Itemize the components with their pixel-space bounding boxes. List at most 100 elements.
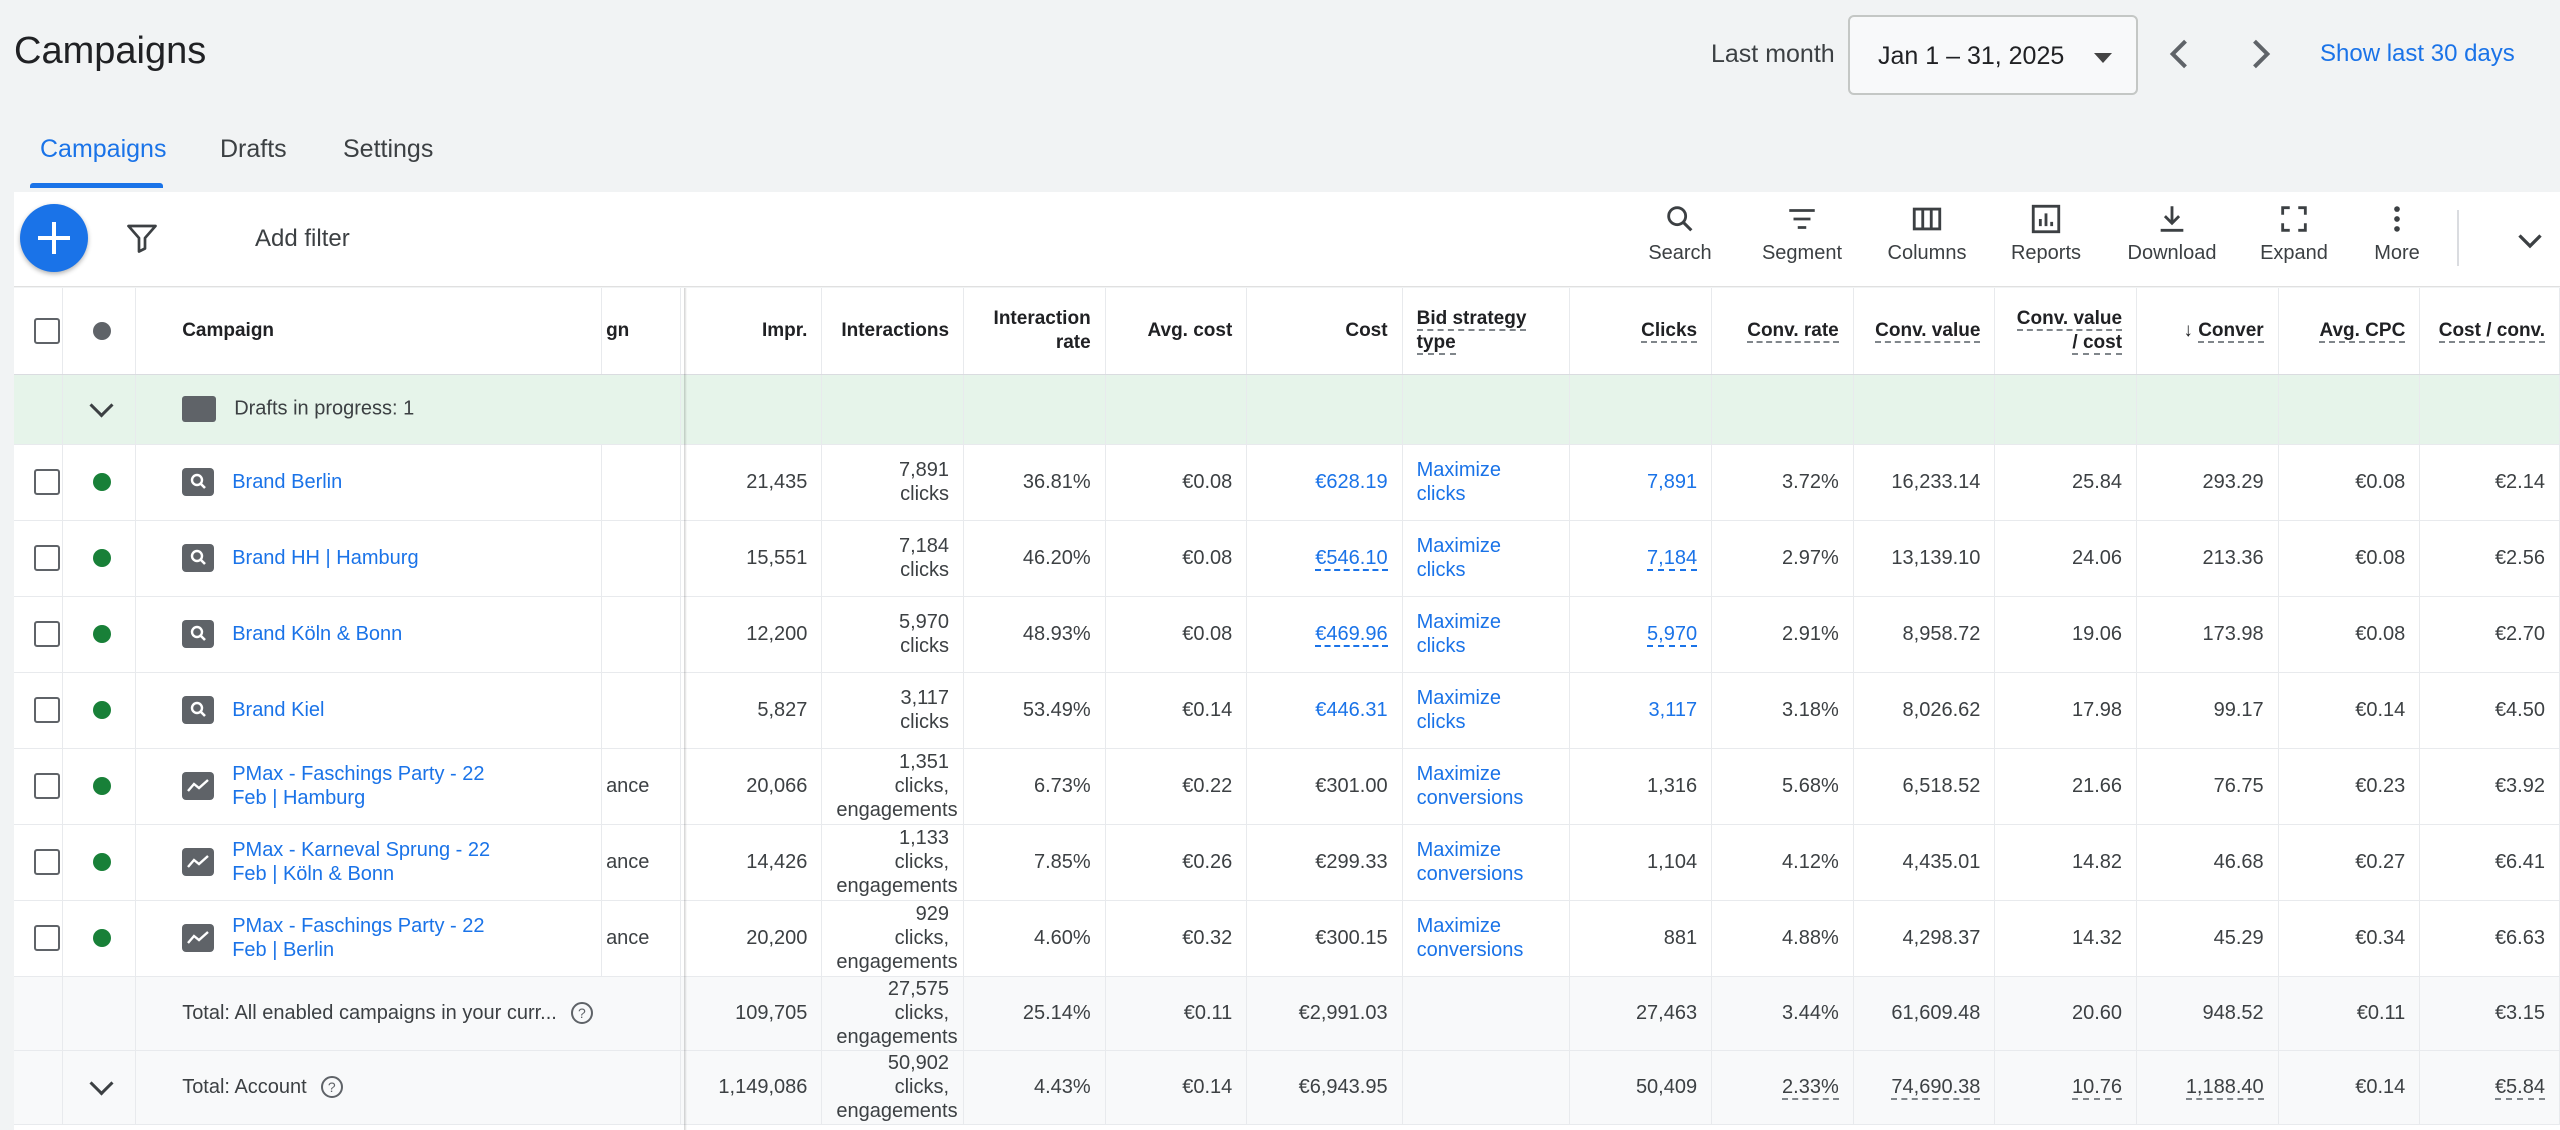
table-row[interactable]: Brand HH | Hamburg 15,551 7,184 clicks 46.20…: [14, 520, 2560, 597]
campaign-name-link[interactable]: PMax - Faschings Party - 22 Feb | Berlin: [232, 915, 485, 961]
cost-cell[interactable]: €300.15: [1246, 900, 1403, 977]
select-all-checkbox-cell[interactable]: [14, 288, 63, 375]
date-range-picker[interactable]: Jan 1 – 31, 2025: [1848, 15, 2138, 95]
status-enabled-dot[interactable]: [92, 701, 111, 720]
bid-strategy-cell[interactable]: Maximize clicks: [1402, 520, 1571, 597]
expand-button[interactable]: Expand: [2239, 202, 2349, 278]
conv-rate-column-header[interactable]: Conv. rate: [1711, 288, 1854, 375]
chevron-left-icon[interactable]: [2158, 32, 2202, 76]
status-enabled-dot[interactable]: [92, 473, 111, 492]
cost-cell[interactable]: €628.19: [1246, 444, 1403, 521]
bid-strategy-cell[interactable]: Maximize clicks: [1402, 596, 1571, 673]
campaign-name-cell[interactable]: PMax - Karneval Sprung - 22 Feb | Köln &…: [135, 824, 603, 901]
chevron-down-icon[interactable]: [2512, 222, 2548, 258]
clicks-cell[interactable]: 7,891: [1569, 444, 1713, 521]
interaction-rate-column-header[interactable]: Interaction rate: [963, 288, 1106, 375]
cost-cell[interactable]: €446.31: [1246, 672, 1403, 749]
total-expand-cell[interactable]: [62, 1050, 137, 1125]
row-checkbox-cell[interactable]: [14, 900, 63, 977]
campaign-name-cell[interactable]: Brand Kiel: [135, 672, 603, 749]
conv-value-cost-column-header[interactable]: Conv. value / cost: [1994, 288, 2138, 375]
campaign-name-link[interactable]: Brand HH | Hamburg: [232, 547, 419, 569]
avg-cost-column-header[interactable]: Avg. cost: [1105, 288, 1248, 375]
status-cell[interactable]: [62, 672, 137, 749]
campaign-name-cell[interactable]: PMax - Faschings Party - 22 Feb | Hambur…: [135, 748, 603, 825]
add-filter-input[interactable]: Add filter: [255, 225, 350, 252]
table-row[interactable]: PMax - Karneval Sprung - 22 Feb | Köln &…: [14, 824, 2560, 901]
cost-cell[interactable]: €469.96: [1246, 596, 1403, 673]
select-all-checkbox[interactable]: [34, 317, 60, 344]
search-button[interactable]: Search: [1625, 202, 1735, 278]
status-enabled-dot[interactable]: [92, 777, 111, 796]
table-row[interactable]: PMax - Faschings Party - 22 Feb | Berlin…: [14, 900, 2560, 977]
row-checkbox[interactable]: [34, 925, 60, 951]
status-column-header[interactable]: [62, 288, 137, 375]
status-cell[interactable]: [62, 444, 137, 521]
campaign-name-link[interactable]: Brand Köln & Bonn: [232, 623, 403, 645]
row-checkbox[interactable]: [34, 469, 60, 495]
campaign-name-cell[interactable]: PMax - Faschings Party - 22 Feb | Berlin: [135, 900, 603, 977]
segment-button[interactable]: Segment: [1747, 202, 1857, 278]
bid-strategy-cell[interactable]: Maximize conversions: [1402, 900, 1571, 977]
cost-cell[interactable]: €546.10: [1246, 520, 1403, 597]
status-cell[interactable]: [62, 596, 137, 673]
bid-strategy-cell[interactable]: Maximize clicks: [1402, 672, 1571, 749]
bid-strategy-cell[interactable]: Maximize clicks: [1402, 444, 1571, 521]
chevron-down-icon[interactable]: [89, 393, 114, 418]
interactions-column-header[interactable]: Interactions: [821, 288, 965, 375]
clicks-column-header[interactable]: Clicks: [1569, 288, 1713, 375]
table-row[interactable]: Brand Köln & Bonn 12,200 5,970 clicks 48.93%…: [14, 596, 2560, 673]
bid-strategy-cell[interactable]: Maximize conversions: [1402, 824, 1571, 901]
filter-icon[interactable]: [124, 220, 160, 256]
conv-value-column-header[interactable]: Conv. value: [1853, 288, 1996, 375]
table-row[interactable]: Brand Kiel 5,827 3,117 clicks 53.49% €0.14 €44…: [14, 672, 2560, 749]
status-enabled-dot[interactable]: [92, 853, 111, 872]
row-checkbox-cell[interactable]: [14, 824, 63, 901]
cost-cell[interactable]: €299.33: [1246, 824, 1403, 901]
campaign-column-header[interactable]: Campaign: [135, 288, 603, 375]
columns-button[interactable]: Columns: [1872, 202, 1982, 278]
campaign-name-cell[interactable]: Brand Köln & Bonn: [135, 596, 603, 673]
campaign-name-cell[interactable]: Brand Berlin: [135, 444, 603, 521]
status-enabled-dot[interactable]: [92, 549, 111, 568]
impr-column-header[interactable]: Impr.: [680, 288, 823, 375]
bid-strategy-cell[interactable]: Maximize conversions: [1402, 748, 1571, 825]
table-row[interactable]: Brand Berlin 21,435 7,891 clicks 36.81% €0.08…: [14, 444, 2560, 521]
row-checkbox-cell[interactable]: [14, 672, 63, 749]
avg-cpc-column-header[interactable]: Avg. CPC: [2278, 288, 2421, 375]
campaign-name-link[interactable]: Brand Berlin: [232, 471, 343, 493]
more-button[interactable]: More: [2342, 202, 2452, 278]
help-icon[interactable]: ?: [320, 1076, 343, 1099]
status-cell[interactable]: [62, 748, 137, 825]
conversions-column-header[interactable]: ↓ Conver: [2136, 288, 2279, 375]
tab-drafts[interactable]: Drafts: [220, 135, 287, 163]
status-enabled-dot[interactable]: [92, 625, 111, 644]
bid-strategy-column-header[interactable]: Bid strategy type: [1402, 288, 1571, 375]
clicks-cell[interactable]: 5,970: [1569, 596, 1713, 673]
cost-column-header[interactable]: Cost: [1246, 288, 1403, 375]
clicks-cell[interactable]: 7,184: [1569, 520, 1713, 597]
table-row[interactable]: PMax - Faschings Party - 22 Feb | Hambur…: [14, 748, 2560, 825]
row-checkbox[interactable]: [34, 849, 60, 875]
campaign-name-link[interactable]: PMax - Karneval Sprung - 22 Feb | Köln &…: [232, 839, 491, 885]
row-checkbox-cell[interactable]: [14, 520, 63, 597]
row-checkbox-cell[interactable]: [14, 596, 63, 673]
campaign-type-column-header[interactable]: gn: [601, 288, 681, 375]
row-checkbox[interactable]: [34, 621, 60, 647]
status-cell[interactable]: [62, 900, 137, 977]
row-checkbox-cell[interactable]: [14, 444, 63, 521]
status-cell[interactable]: [62, 824, 137, 901]
campaign-name-link[interactable]: PMax - Faschings Party - 22 Feb | Hambur…: [232, 763, 485, 809]
status-enabled-dot[interactable]: [92, 929, 111, 948]
chevron-right-icon[interactable]: [2238, 32, 2282, 76]
row-checkbox[interactable]: [34, 697, 60, 723]
show-last-30-days-link[interactable]: Show last 30 days: [2320, 40, 2515, 67]
drafts-in-progress-row[interactable]: Drafts in progress: 1: [14, 374, 2560, 445]
status-cell[interactable]: [62, 520, 137, 597]
reports-button[interactable]: Reports: [1991, 202, 2101, 278]
row-checkbox[interactable]: [34, 545, 60, 571]
tab-settings[interactable]: Settings: [343, 135, 434, 163]
add-campaign-button[interactable]: [20, 204, 88, 272]
campaign-name-link[interactable]: Brand Kiel: [232, 699, 325, 721]
campaign-name-cell[interactable]: Brand HH | Hamburg: [135, 520, 603, 597]
